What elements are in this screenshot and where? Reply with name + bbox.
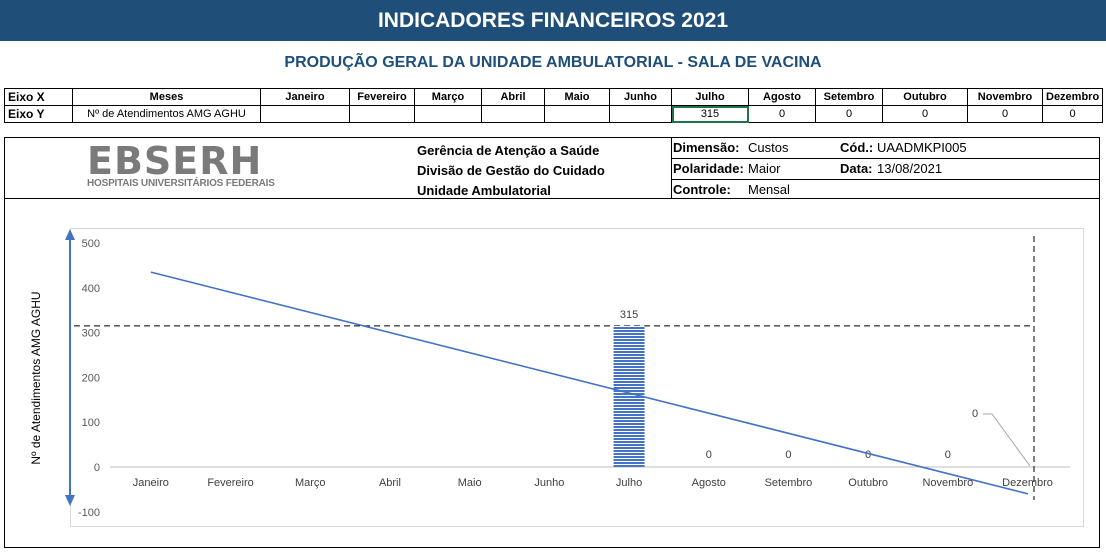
cod-label: Cód.:	[840, 140, 874, 155]
y-tick-label: 200	[82, 372, 100, 384]
month-cell[interactable]: Junho	[609, 88, 672, 106]
controle-value: Mensal	[748, 182, 790, 197]
controle-label: Controle:	[673, 182, 731, 197]
y-tick-label: -100	[78, 507, 100, 519]
x-tick-label: Setembro	[765, 477, 813, 489]
polaridade-label: Polaridade:	[673, 161, 744, 176]
axes-row-y: Eixo Y Nº de Atendimentos AMG AGHU 315 0…	[4, 105, 1104, 123]
data-label: 315	[620, 309, 638, 321]
data-label: 0	[785, 449, 791, 461]
meta-row: Dimensão: Custos Cód.: UAADMKPI005	[672, 138, 1099, 159]
y-tick-label: 400	[82, 283, 100, 295]
header-divider	[671, 138, 672, 198]
y-axis-arrow-down	[65, 495, 75, 506]
eixo-y-label[interactable]: Eixo Y	[4, 105, 73, 123]
x-tick-label: Maio	[458, 477, 482, 489]
trendline	[150, 271, 1029, 495]
y-tick-label: 500	[82, 238, 100, 250]
x-tick-label: Junho	[534, 477, 564, 489]
data-value: 13/08/2021	[877, 161, 943, 176]
month-cell[interactable]: Março	[414, 88, 482, 106]
metric-label[interactable]: Nº de Atendimentos AMG AGHU	[72, 105, 261, 123]
axes-table: Eixo X Meses Janeiro Fevereiro Março Abr…	[4, 88, 1104, 123]
month-cell[interactable]: Dezembro	[1041, 88, 1104, 106]
meta-row: Polaridade: Maior Data: 13/08/2021	[672, 159, 1099, 180]
y-tick-label: 100	[82, 417, 100, 429]
org-block: Gerência de Atenção a Saúde Divisão de G…	[417, 141, 605, 201]
x-tick-label: Dezembro	[1002, 477, 1053, 489]
logo-subtext: HOSPITAIS UNIVERSITÁRIOS FEDERAIS	[87, 178, 275, 189]
data-label: 0	[945, 449, 951, 461]
x-tick-label: Março	[295, 477, 326, 489]
org-line: Divisão de Gestão do Cuidado	[417, 163, 605, 178]
y-axis-title: Nº de Atendimentos AMG AGHU	[29, 291, 43, 464]
page-banner-title: INDICADORES FINANCEIROS 2021	[0, 0, 1106, 41]
month-cell[interactable]: Maio	[544, 88, 610, 106]
y-tick-label: 0	[94, 462, 100, 474]
x-tick-label: Outubro	[848, 477, 888, 489]
logo-text: EBSER	[87, 139, 230, 183]
logo-h: H	[229, 139, 263, 183]
header-bottom-divider	[5, 198, 1099, 199]
value-cell[interactable]: 0	[967, 105, 1043, 123]
x-tick-label: Agosto	[692, 477, 726, 489]
y-tick-label: 300	[82, 328, 100, 340]
ebserh-logo: EBSERH HOSPITAIS UNIVERSITÁRIOS FEDERAIS	[87, 141, 275, 189]
x-tick-label: Julho	[616, 477, 642, 489]
value-cell-selected[interactable]: 315	[671, 105, 749, 123]
metadata-table: Dimensão: Custos Cód.: UAADMKPI005 Polar…	[672, 138, 1099, 200]
indicator-panel: EBSERH HOSPITAIS UNIVERSITÁRIOS FEDERAIS…	[4, 137, 1100, 548]
x-tick-label: Novembro	[922, 477, 973, 489]
dimensao-label: Dimensão:	[673, 140, 740, 155]
data-label: 0	[865, 449, 871, 461]
data-label: 0	[706, 449, 712, 461]
cod-value: UAADMKPI005	[877, 140, 967, 155]
data-label: Data:	[840, 161, 873, 176]
value-cell[interactable]: 0	[1041, 105, 1104, 123]
data-label: 0	[972, 408, 978, 420]
y-axis-arrow-up	[65, 229, 75, 240]
org-line: Unidade Ambulatorial	[417, 183, 551, 198]
x-tick-label: Abril	[379, 477, 401, 489]
dimensao-value: Custos	[748, 140, 789, 155]
org-line: Gerência de Atenção a Saúde	[417, 143, 600, 158]
x-tick-label: Fevereiro	[207, 477, 253, 489]
eixo-x-label[interactable]: Eixo X	[4, 88, 73, 106]
data-label-leader	[983, 413, 1031, 467]
axes-row-x: Eixo X Meses Janeiro Fevereiro Março Abr…	[4, 88, 1104, 106]
polaridade-value: Maior	[748, 161, 781, 176]
meta-row: Controle: Mensal	[672, 180, 1099, 200]
x-tick-label: Janeiro	[133, 477, 169, 489]
report-subtitle: PRODUÇÃO GERAL DA UNIDADE AMBULATORIAL -…	[284, 54, 822, 71]
